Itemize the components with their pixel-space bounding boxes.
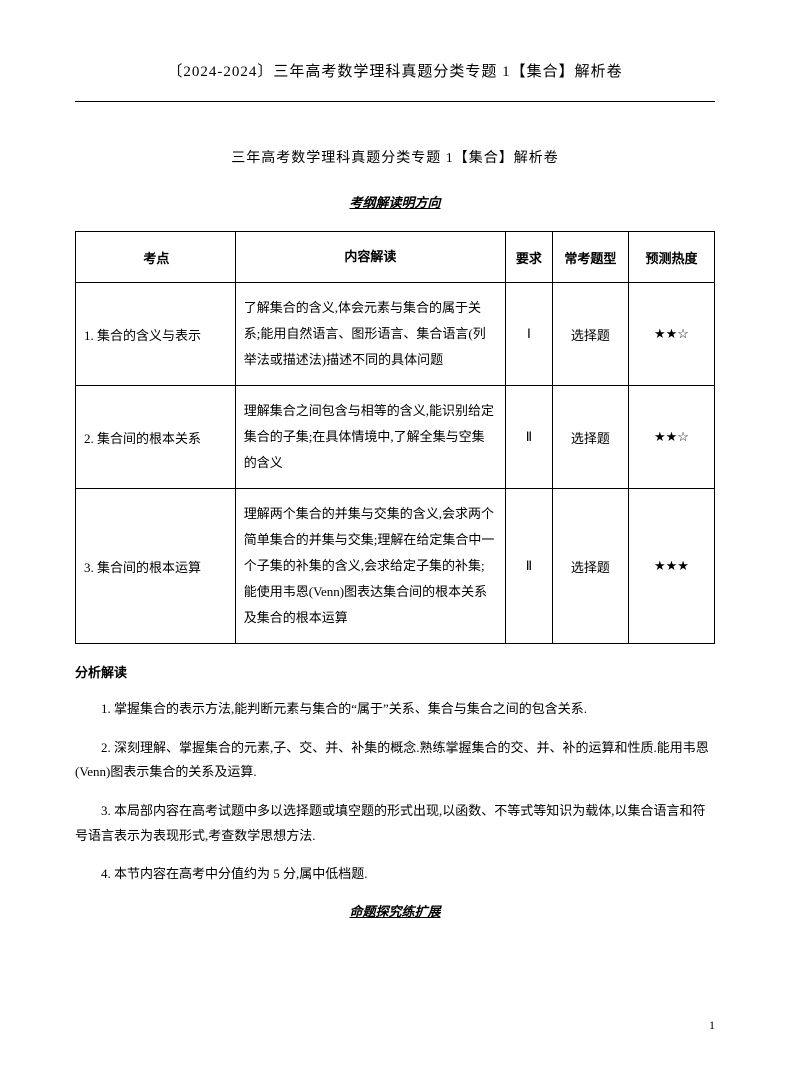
cell-content: 了解集合的含义,体会元素与集合的属于关系;能用自然语言、图形语言、集合语言(列举…	[235, 283, 505, 386]
analysis-para: 4. 本节内容在高考中分值约为 5 分,属中低档题.	[75, 862, 715, 887]
sub-title: 三年高考数学理科真题分类专题 1【集合】解析卷	[75, 147, 715, 167]
cell-type: 选择题	[552, 489, 628, 644]
header-divider	[75, 101, 715, 102]
cell-type: 选择题	[552, 283, 628, 386]
cell-type: 选择题	[552, 386, 628, 489]
th-heat: 预测热度	[628, 232, 714, 283]
analysis-para: 1. 掌握集合的表示方法,能判断元素与集合的“属于”关系、集合与集合之间的包含关…	[75, 697, 715, 722]
table-row: 3. 集合间的根本运算 理解两个集合的并集与交集的含义,会求两个简单集合的并集与…	[76, 489, 715, 644]
th-point: 考点	[76, 232, 236, 283]
page-number: 1	[709, 1018, 715, 1033]
cell-req: Ⅱ	[506, 386, 553, 489]
cell-heat: ★★☆	[628, 283, 714, 386]
header-title: 〔2024-2024〕三年高考数学理科真题分类专题 1【集合】解析卷	[75, 60, 715, 81]
table-header-row: 考点 内容解读 要求 常考题型 预测热度	[76, 232, 715, 283]
content-table: 考点 内容解读 要求 常考题型 预测热度 1. 集合的含义与表示 了解集合的含义…	[75, 231, 715, 644]
analysis-para: 2. 深刻理解、掌握集合的元素,子、交、并、补集的概念.熟练掌握集合的交、并、补…	[75, 736, 715, 785]
th-type: 常考题型	[552, 232, 628, 283]
cell-heat: ★★☆	[628, 386, 714, 489]
section-heading-1: 考纲解读明方向	[75, 192, 715, 211]
th-content: 内容解读	[235, 232, 505, 283]
page-container: 〔2024-2024〕三年高考数学理科真题分类专题 1【集合】解析卷 三年高考数…	[0, 0, 790, 980]
cell-point: 3. 集合间的根本运算	[76, 489, 236, 644]
cell-content: 理解两个集合的并集与交集的含义,会求两个简单集合的并集与交集;理解在给定集合中一…	[235, 489, 505, 644]
cell-content: 理解集合之间包含与相等的含义,能识别给定集合的子集;在具体情境中,了解全集与空集…	[235, 386, 505, 489]
cell-point: 1. 集合的含义与表示	[76, 283, 236, 386]
cell-heat: ★★★	[628, 489, 714, 644]
analysis-heading: 分析解读	[75, 662, 715, 681]
cell-req: Ⅰ	[506, 283, 553, 386]
analysis-para: 3. 本局部内容在高考试题中多以选择题或填空题的形式出现,以函数、不等式等知识为…	[75, 799, 715, 848]
section-heading-2: 命题探究练扩展	[75, 901, 715, 920]
cell-req: Ⅱ	[506, 489, 553, 644]
th-req: 要求	[506, 232, 553, 283]
cell-point: 2. 集合间的根本关系	[76, 386, 236, 489]
table-row: 1. 集合的含义与表示 了解集合的含义,体会元素与集合的属于关系;能用自然语言、…	[76, 283, 715, 386]
table-row: 2. 集合间的根本关系 理解集合之间包含与相等的含义,能识别给定集合的子集;在具…	[76, 386, 715, 489]
